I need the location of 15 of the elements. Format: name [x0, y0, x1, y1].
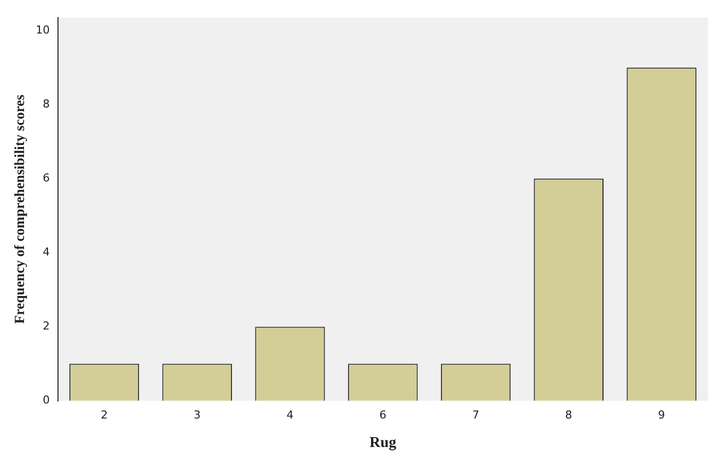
x-tick-label: 4 [286, 408, 294, 422]
y-tick-label: 10 [36, 23, 50, 36]
y-tick-label: 8 [42, 97, 50, 110]
x-tick-label: 3 [194, 408, 201, 422]
x-tick-label: 9 [658, 408, 666, 422]
y-tick-label: 2 [42, 320, 50, 333]
y-tick-label: 0 [42, 394, 50, 407]
x-tick-label: 6 [379, 408, 386, 422]
x-tick-label: 7 [472, 408, 480, 422]
y-axis-title: Frequency of comprehensibility scores [13, 94, 28, 324]
y-tick-label: 6 [42, 172, 50, 185]
x-axis-title: Rug [370, 434, 397, 451]
x-tick-label: 8 [565, 408, 572, 422]
x-tick-label: 2 [100, 408, 108, 422]
y-tick-label: 4 [42, 246, 50, 259]
